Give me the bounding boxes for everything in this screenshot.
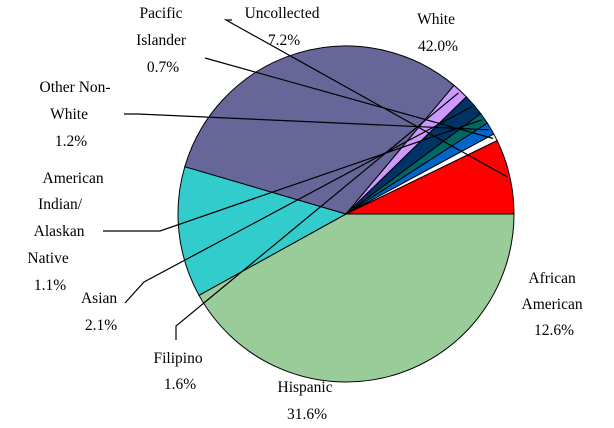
label-american-indian-line2: Indian/	[38, 196, 83, 213]
label-filipino-name: Filipino	[154, 350, 203, 367]
pie-slice-uncollected	[345, 139, 515, 215]
label-other-non-white-value: 1.2%	[55, 133, 87, 150]
label-filipino-value: 1.6%	[164, 376, 196, 393]
label-white-value: 42.0%	[418, 38, 458, 55]
leader-lines	[103, 19, 508, 340]
label-american-indian-line4: Native	[27, 250, 68, 267]
leader-asian	[124, 106, 473, 304]
label-african-american-line1: African	[528, 270, 576, 287]
label-pacific-islander-line2: Islander	[136, 32, 187, 49]
label-uncollected-name: Uncollected	[245, 5, 320, 22]
pie-slice-african-american	[177, 166, 348, 296]
label-african-american-line2: American	[522, 296, 583, 313]
label-pacific-islander-value: 0.7%	[147, 59, 179, 76]
label-uncollected-value: 7.2%	[268, 32, 300, 49]
pie-slice-white	[198, 213, 515, 383]
leader-uncollected	[223, 19, 508, 178]
label-other-non-white-line2: White	[50, 106, 88, 123]
label-filipino: Filipino 1.6%	[154, 350, 207, 393]
leader-pacific-islander	[204, 57, 494, 140]
label-hispanic: Hispanic 31.6%	[278, 379, 337, 423]
pie-slice-hispanic	[184, 45, 455, 215]
label-american-indian-value: 1.1%	[34, 277, 66, 294]
label-white: White 42.0%	[417, 11, 459, 55]
label-other-non-white-line1: Other Non-	[40, 79, 111, 96]
label-uncollected: Uncollected 7.2%	[245, 5, 324, 49]
leader-american-indian	[103, 119, 483, 232]
label-hispanic-value: 31.6%	[287, 406, 327, 423]
label-pacific-islander: Pacific Islander 0.7%	[136, 5, 190, 76]
label-other-non-white: Other Non- White 1.2%	[40, 79, 115, 150]
leader-filipino	[175, 92, 459, 340]
label-asian-name: Asian	[81, 290, 117, 307]
label-asian: Asian 2.1%	[81, 290, 121, 334]
label-asian-value: 2.1%	[85, 317, 117, 334]
label-american-indian: American Indian/ Alaskan Native 1.1%	[27, 170, 107, 294]
label-african-american: African American 12.6%	[522, 270, 587, 339]
label-american-indian-line3: Alaskan	[34, 223, 85, 240]
leader-other-non-white	[124, 113, 489, 131]
label-pacific-islander-line1: Pacific	[140, 5, 183, 22]
pie-slices	[177, 45, 515, 383]
label-white-name: White	[417, 11, 455, 28]
label-hispanic-name: Hispanic	[278, 379, 333, 396]
label-american-indian-line1: American	[43, 170, 104, 187]
label-african-american-value: 12.6%	[534, 322, 574, 339]
slice-labels: White 42.0% African American 12.6% Hispa…	[27, 5, 587, 423]
